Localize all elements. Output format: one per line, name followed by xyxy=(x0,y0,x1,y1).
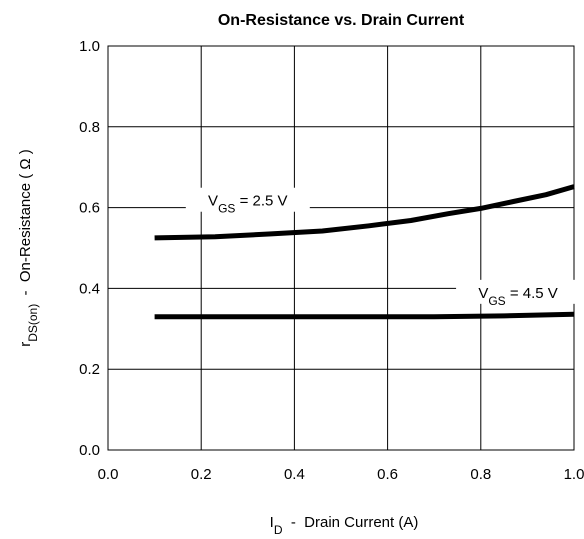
annotation-background xyxy=(456,279,581,304)
x-tick-label: 0.4 xyxy=(284,466,305,483)
y-tick-labels: 0.0 0.2 0.4 0.6 0.8 1.0 xyxy=(79,38,100,459)
series-lines xyxy=(154,184,575,320)
y-tick-label: 0.8 xyxy=(79,119,100,136)
series-annotations: VGS = 2.5 V VGS = 4.5 V xyxy=(185,187,581,308)
x-tick-label: 0.6 xyxy=(377,466,398,483)
series-line-1 xyxy=(154,184,575,241)
series-annotation-2: VGS = 4.5 V xyxy=(478,285,557,308)
x-tick-label: 0.8 xyxy=(470,466,491,483)
x-tick-label: 0.0 xyxy=(98,466,119,483)
x-tick-label: 0.2 xyxy=(191,466,212,483)
x-axis-label: ID - Drain Current (A) xyxy=(270,514,419,537)
y-tick-label: 0.6 xyxy=(79,200,100,217)
x-tick-labels: 0.0 0.2 0.4 0.6 0.8 1.0 xyxy=(98,466,584,483)
y-axis-label: rDS(on) - On-Resistance ( Ω ) xyxy=(17,149,40,347)
y-tick-label: 1.0 xyxy=(79,38,100,55)
x-tick-label: 1.0 xyxy=(564,466,584,483)
grid xyxy=(107,45,575,451)
series-annotation-1: VGS = 2.5 V xyxy=(208,193,287,216)
y-tick-label: 0.4 xyxy=(79,280,100,297)
plot-frame xyxy=(107,45,575,451)
annotation-background xyxy=(185,187,310,212)
chart-title: On-Resistance vs. Drain Current xyxy=(218,12,465,29)
series-line-2 xyxy=(154,311,575,320)
y-tick-label: 0.0 xyxy=(79,442,100,459)
y-tick-label: 0.2 xyxy=(79,361,100,378)
